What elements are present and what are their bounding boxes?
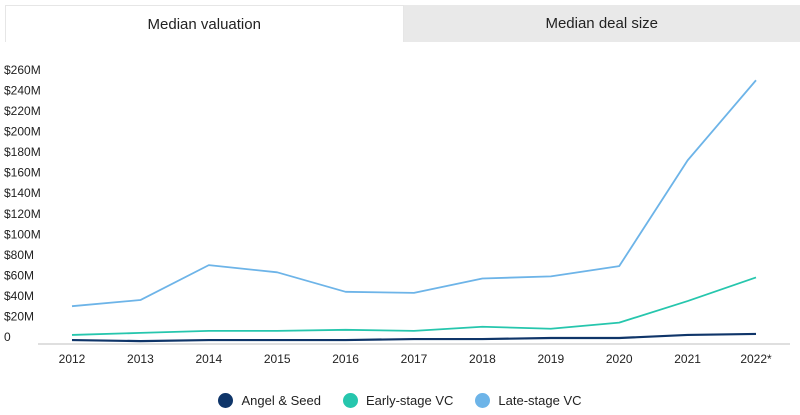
chart-legend: Angel & Seed Early-stage VC Late-stage V… [0,388,800,412]
x-tick-label: 2020 [606,352,633,366]
legend-label-early-stage-vc: Early-stage VC [365,392,454,408]
y-tick-label: $260M [4,63,41,77]
series-line-angel-seed[interactable] [71,332,757,343]
x-tick-label: 2012 [59,352,86,366]
y-tick-label: $120M [4,207,41,221]
legend-label-angel-seed: Angel & Seed [241,392,321,408]
y-tick-label: $240M [4,84,41,98]
y-tick-label: $20M [4,309,34,323]
x-tick-label: 2017 [401,352,428,366]
legend-swatch-angel-seed [218,392,234,408]
tab-median-deal-size[interactable]: Median deal size [403,5,800,42]
x-tick-label: 2018 [469,352,496,366]
legend-label-late-stage-vc: Late-stage VC [498,392,582,408]
y-tick-label: $140M [4,186,41,200]
x-tick-label: 2015 [264,352,291,366]
y-tick-label: $100M [4,227,41,241]
y-tick-label: $80M [4,248,34,262]
y-tick-label: $200M [4,125,41,139]
x-tick-label: 2014 [195,352,222,366]
y-tick-label: 0 [4,330,11,344]
legend-item-angel-seed[interactable]: Angel & Seed [218,392,321,408]
legend-swatch-early-stage-vc [342,392,358,408]
chart-tabs: Median valuation Median deal size [5,5,800,42]
line-chart: 0 $20M $40M $60M $80M $100M $120M $140M $160M $18… [4,63,790,366]
x-tick-label: 2013 [127,352,154,366]
tab-median-valuation[interactable]: Median valuation [5,5,404,42]
y-tick-label: $40M [4,289,34,303]
y-tick-label: $160M [4,166,41,180]
y-tick-label: $60M [4,268,34,282]
x-tick-label: 2022* [740,352,772,366]
series-line-early-stage-vc[interactable] [71,276,757,336]
x-tick-label: 2016 [332,352,359,366]
legend-item-early-stage-vc[interactable]: Early-stage VC [342,392,454,408]
legend-item-late-stage-vc[interactable]: Late-stage VC [475,392,582,408]
legend-swatch-late-stage-vc [475,392,491,408]
x-tick-label: 2021 [674,352,701,366]
y-tick-label: $180M [4,145,41,159]
y-tick-label: $220M [4,104,41,118]
series-line-late-stage-vc[interactable] [71,79,757,308]
x-tick-label: 2019 [537,352,564,366]
